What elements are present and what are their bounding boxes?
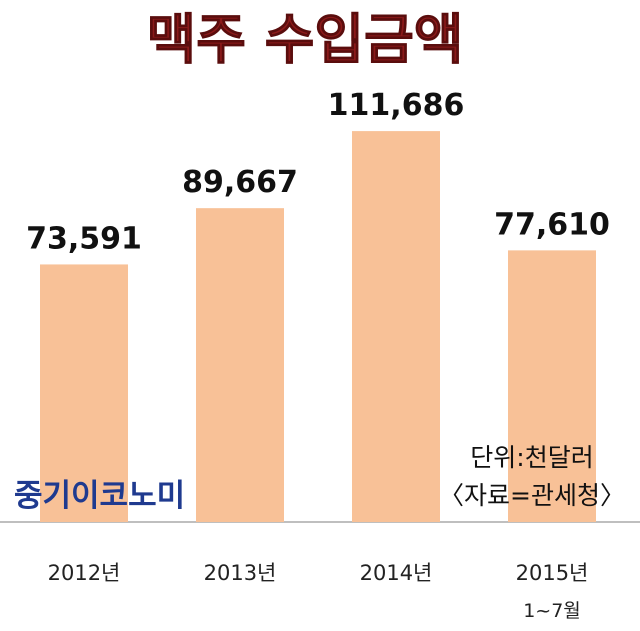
tick-sublabel-3: 1~7월	[523, 600, 581, 622]
unit-note: 단위:천달러	[470, 443, 593, 472]
value-label-2: 111,686	[328, 88, 465, 123]
tick-label-2: 2014년	[360, 561, 433, 585]
value-labels-group: 73,591 89,667 111,686 77,610	[26, 88, 610, 256]
tick-labels-group: 2012년 2013년 2014년 2015년 1~7월	[48, 561, 589, 622]
tick-label-3: 2015년	[516, 561, 589, 585]
value-label-0: 73,591	[26, 221, 142, 256]
tick-label-0: 2012년	[48, 561, 121, 585]
chart-title: 맥주 수입금액	[147, 8, 464, 71]
source-note: 〈자료=관세청〉	[439, 481, 625, 510]
bar-3	[508, 250, 596, 523]
bar-2	[352, 131, 440, 522]
watermark-logo: 중기이코노미	[14, 478, 185, 514]
bar-0	[40, 264, 128, 522]
value-label-1: 89,667	[182, 165, 298, 200]
value-label-3: 77,610	[494, 207, 610, 242]
bar-1	[196, 208, 284, 522]
bars-group	[40, 131, 596, 523]
tick-label-1: 2013년	[204, 561, 277, 585]
